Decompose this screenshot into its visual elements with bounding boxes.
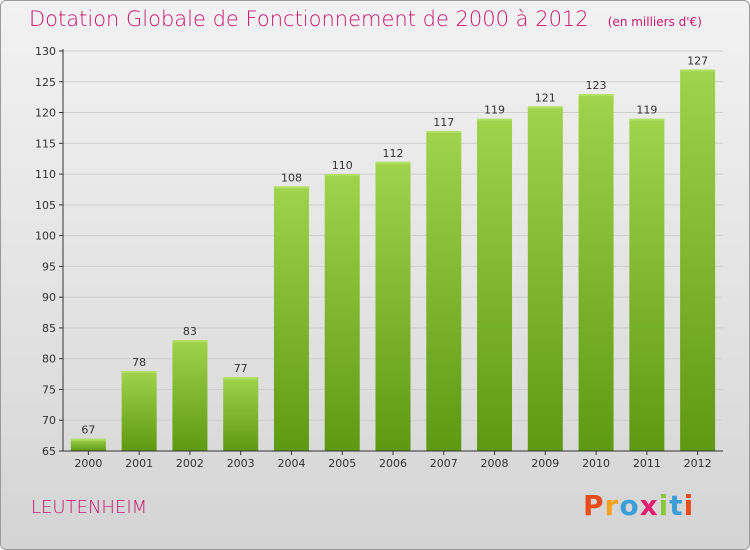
bar xyxy=(223,377,259,451)
bar-highlight xyxy=(477,118,513,121)
x-tick-label: 2012 xyxy=(684,457,712,470)
data-label: 108 xyxy=(281,171,302,184)
y-tick-label: 110 xyxy=(35,168,56,181)
y-tick-label: 75 xyxy=(42,383,56,396)
x-tick-label: 2006 xyxy=(379,457,407,470)
y-tick-label: 90 xyxy=(42,291,56,304)
y-tick-label: 120 xyxy=(35,107,56,120)
title-text: Dotation Globale de Fonctionnement de 20… xyxy=(29,7,589,31)
y-tick-label: 65 xyxy=(42,445,56,458)
y-tick-label: 130 xyxy=(35,45,56,58)
bar xyxy=(629,118,665,451)
commune-name: LEUTENHEIM xyxy=(31,497,148,518)
y-tick-label: 100 xyxy=(35,230,56,243)
bar-highlight xyxy=(273,186,309,189)
x-tick-label: 2000 xyxy=(74,457,102,470)
bar xyxy=(578,94,614,452)
bar-highlight xyxy=(527,106,563,109)
x-tick-label: 2004 xyxy=(277,457,305,470)
title-unit: (en milliers d'€) xyxy=(607,15,702,29)
x-tick-label: 2009 xyxy=(531,457,559,470)
y-tick-label: 70 xyxy=(42,414,56,427)
bar-highlight xyxy=(680,69,716,72)
bar xyxy=(426,131,462,451)
logo-letter: i xyxy=(683,489,695,522)
y-tick-label: 80 xyxy=(42,353,56,366)
bar xyxy=(324,174,360,452)
x-tick-label: 2003 xyxy=(227,457,255,470)
bar xyxy=(477,118,513,451)
y-tick-label: 95 xyxy=(42,260,56,273)
bar xyxy=(527,106,563,451)
logo-letter: i xyxy=(658,489,670,522)
data-label: 121 xyxy=(535,91,556,104)
bars xyxy=(70,69,716,452)
bar-highlight xyxy=(70,438,106,441)
bar-highlight xyxy=(324,174,360,177)
labels: 65 70 75 80 85 90 95 100 105 110 115 120 125 130 67 200… xyxy=(35,45,712,470)
bar-highlight xyxy=(426,131,462,133)
bar xyxy=(70,438,106,451)
bar-highlight xyxy=(629,118,665,121)
data-label: 67 xyxy=(81,424,95,437)
x-tick-label: 2001 xyxy=(125,457,153,470)
logo-letter: P xyxy=(583,489,605,522)
bar-highlight xyxy=(375,161,411,164)
bar-highlight xyxy=(172,340,208,343)
logo-letter: o xyxy=(619,489,640,522)
y-tick-label: 115 xyxy=(35,137,56,150)
bar xyxy=(273,186,309,451)
bar-highlight xyxy=(223,377,259,380)
data-label: 117 xyxy=(433,116,454,129)
data-label: 77 xyxy=(234,362,248,375)
logo-letter: r xyxy=(604,489,620,522)
bar xyxy=(172,340,208,451)
data-label: 119 xyxy=(484,104,505,117)
logo-letter: t xyxy=(669,489,684,522)
logo-letter: x xyxy=(639,489,659,522)
chart-title: Dotation Globale de Fonctionnement de 20… xyxy=(29,7,702,31)
data-label: 83 xyxy=(183,325,197,338)
x-tick-label: 2008 xyxy=(481,457,509,470)
data-label: 112 xyxy=(383,147,404,160)
axes xyxy=(59,49,723,455)
x-tick-label: 2011 xyxy=(633,457,661,470)
bar xyxy=(121,371,157,451)
data-label: 78 xyxy=(132,356,146,369)
bar xyxy=(680,69,716,451)
y-tick-label: 125 xyxy=(35,76,56,89)
bar-highlight xyxy=(578,94,614,97)
y-tick-label: 105 xyxy=(35,199,56,212)
x-tick-label: 2002 xyxy=(176,457,204,470)
bar xyxy=(375,161,411,451)
bar-highlight xyxy=(121,371,157,373)
x-tick-label: 2010 xyxy=(582,457,610,470)
x-tick-label: 2005 xyxy=(328,457,356,470)
data-label: 123 xyxy=(586,79,607,92)
x-tick-label: 2007 xyxy=(430,457,458,470)
data-label: 119 xyxy=(636,104,657,117)
data-label: 110 xyxy=(332,159,353,172)
data-label: 127 xyxy=(687,54,708,67)
y-tick-label: 85 xyxy=(42,322,56,335)
